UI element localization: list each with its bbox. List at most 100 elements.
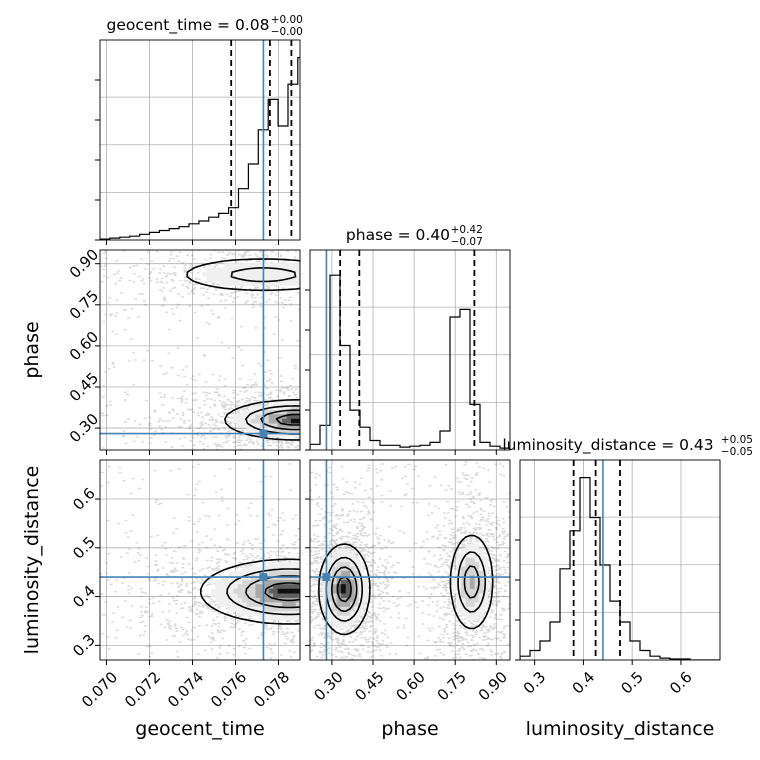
panel-phase-vs-luminosity_distance xyxy=(305,459,511,665)
axes-frame xyxy=(99,249,301,451)
y-tick-label: 0.60 xyxy=(66,328,102,364)
histogram-bin xyxy=(420,445,430,450)
x-tick-label: 0.30 xyxy=(310,668,346,704)
y-tick-label: 0.30 xyxy=(66,410,102,446)
x-tick-label: 0.60 xyxy=(393,668,429,704)
x-tick-label: 0.072 xyxy=(121,668,164,711)
histogram-bin xyxy=(630,641,640,660)
axes-frame xyxy=(99,459,301,661)
truth-marker xyxy=(259,573,268,582)
histogram-bin xyxy=(288,84,298,240)
histogram-bin xyxy=(278,126,288,240)
x-tick-label: 0.5 xyxy=(617,668,647,698)
axes-frame xyxy=(519,459,721,661)
histogram-bin xyxy=(248,164,258,240)
histogram-bin xyxy=(370,441,380,451)
panel-geocent_time-vs-luminosity_distance xyxy=(95,459,301,665)
histogram-bin xyxy=(540,641,550,660)
y-tick-label: 0.3 xyxy=(69,631,99,661)
y-tick-label: 0.6 xyxy=(69,484,99,514)
title-errors: +0.42−0.07 xyxy=(451,224,483,248)
histogram-bin xyxy=(570,531,580,660)
title-main: luminosity_distance = 0.43 xyxy=(502,436,713,455)
axes-frame xyxy=(309,459,511,661)
histogram-geocent_time xyxy=(95,39,301,245)
histogram-bin xyxy=(219,213,229,240)
title-plus: +0.00 xyxy=(271,14,303,26)
x-axis-label-luminosity_distance: luminosity_distance xyxy=(526,718,715,740)
histogram-bin xyxy=(340,346,350,451)
histogram-bin xyxy=(580,478,590,660)
title-plus: +0.42 xyxy=(451,224,483,236)
histogram-bin xyxy=(140,234,150,240)
y-tick-label: 0.45 xyxy=(66,369,102,405)
histogram-bin xyxy=(460,309,470,450)
histogram-bin xyxy=(560,569,570,660)
histogram-bin xyxy=(229,208,239,240)
histogram-bin xyxy=(450,317,460,450)
title-minus: −0.00 xyxy=(271,26,303,38)
histogram-bin xyxy=(159,231,169,241)
histogram-bin xyxy=(530,651,540,661)
histogram-bin xyxy=(130,236,140,240)
title-minus: −0.07 xyxy=(451,236,483,248)
histogram-phase xyxy=(305,249,511,455)
x-tick-label: 0.6 xyxy=(666,668,696,698)
y-axis-label-luminosity_distance: luminosity_distance xyxy=(21,466,43,655)
histogram-bin xyxy=(360,427,370,450)
histogram-bin xyxy=(610,601,620,660)
histogram-bin xyxy=(590,518,600,661)
histogram-bin xyxy=(149,232,159,240)
histogram-bin xyxy=(189,224,199,240)
histogram-bin xyxy=(650,656,660,660)
y-axis-label-phase: phase xyxy=(21,321,43,378)
x-tick-label: 0.4 xyxy=(569,668,599,698)
title-plus: +0.05 xyxy=(721,434,753,446)
histogram-bin xyxy=(199,221,209,240)
histogram-bin xyxy=(238,189,248,240)
x-tick-label: 0.3 xyxy=(520,668,550,698)
x-tick-label: 0.75 xyxy=(434,668,470,704)
histogram-bin xyxy=(209,217,219,240)
x-tick-label: 0.90 xyxy=(475,668,511,704)
histogram-step-geocent_time xyxy=(100,57,300,240)
histogram-bin xyxy=(640,651,650,661)
histogram-bin xyxy=(179,227,189,240)
histogram-bin xyxy=(380,445,390,450)
histogram-bin xyxy=(320,425,330,450)
y-tick-label: 0.5 xyxy=(69,533,99,563)
histogram-bin xyxy=(550,622,560,660)
histogram-bin xyxy=(440,431,450,450)
density-contours xyxy=(186,258,300,441)
histogram-bin xyxy=(600,565,610,660)
y-tick-label: 0.90 xyxy=(66,246,102,282)
panel-title-luminosity_distance: luminosity_distance = 0.43 xyxy=(502,436,713,455)
histogram-bin xyxy=(480,442,490,450)
axes-frame xyxy=(309,249,511,451)
histogram-luminosity_distance xyxy=(515,459,721,665)
density-contours xyxy=(199,558,300,625)
histogram-bin xyxy=(430,442,440,450)
histogram-step-luminosity_distance xyxy=(520,477,720,660)
truth-marker xyxy=(322,573,331,582)
histogram-bin xyxy=(410,446,420,450)
x-tick-label: 0.074 xyxy=(164,668,207,711)
x-tick-label: 0.070 xyxy=(78,668,121,711)
title-main: phase = 0.40 xyxy=(346,226,450,244)
x-tick-label: 0.45 xyxy=(351,668,387,704)
panel-title-geocent_time: geocent_time = 0.08 xyxy=(107,16,270,35)
truth-marker xyxy=(259,429,268,438)
histogram-bin xyxy=(490,446,500,450)
x-axis-label-phase: phase xyxy=(381,718,438,740)
axes-frame xyxy=(99,39,301,241)
density-shading xyxy=(323,544,488,629)
histogram-bin xyxy=(330,275,340,450)
panel-title-phase: phase = 0.40 xyxy=(346,226,450,244)
histogram-bin xyxy=(390,445,400,450)
y-tick-label: 0.4 xyxy=(69,582,99,612)
y-tick-label: 0.75 xyxy=(66,287,102,323)
title-errors: +0.00−0.00 xyxy=(271,14,303,38)
x-tick-label: 0.078 xyxy=(250,668,293,711)
panel-geocent_time-vs-phase xyxy=(95,249,301,455)
